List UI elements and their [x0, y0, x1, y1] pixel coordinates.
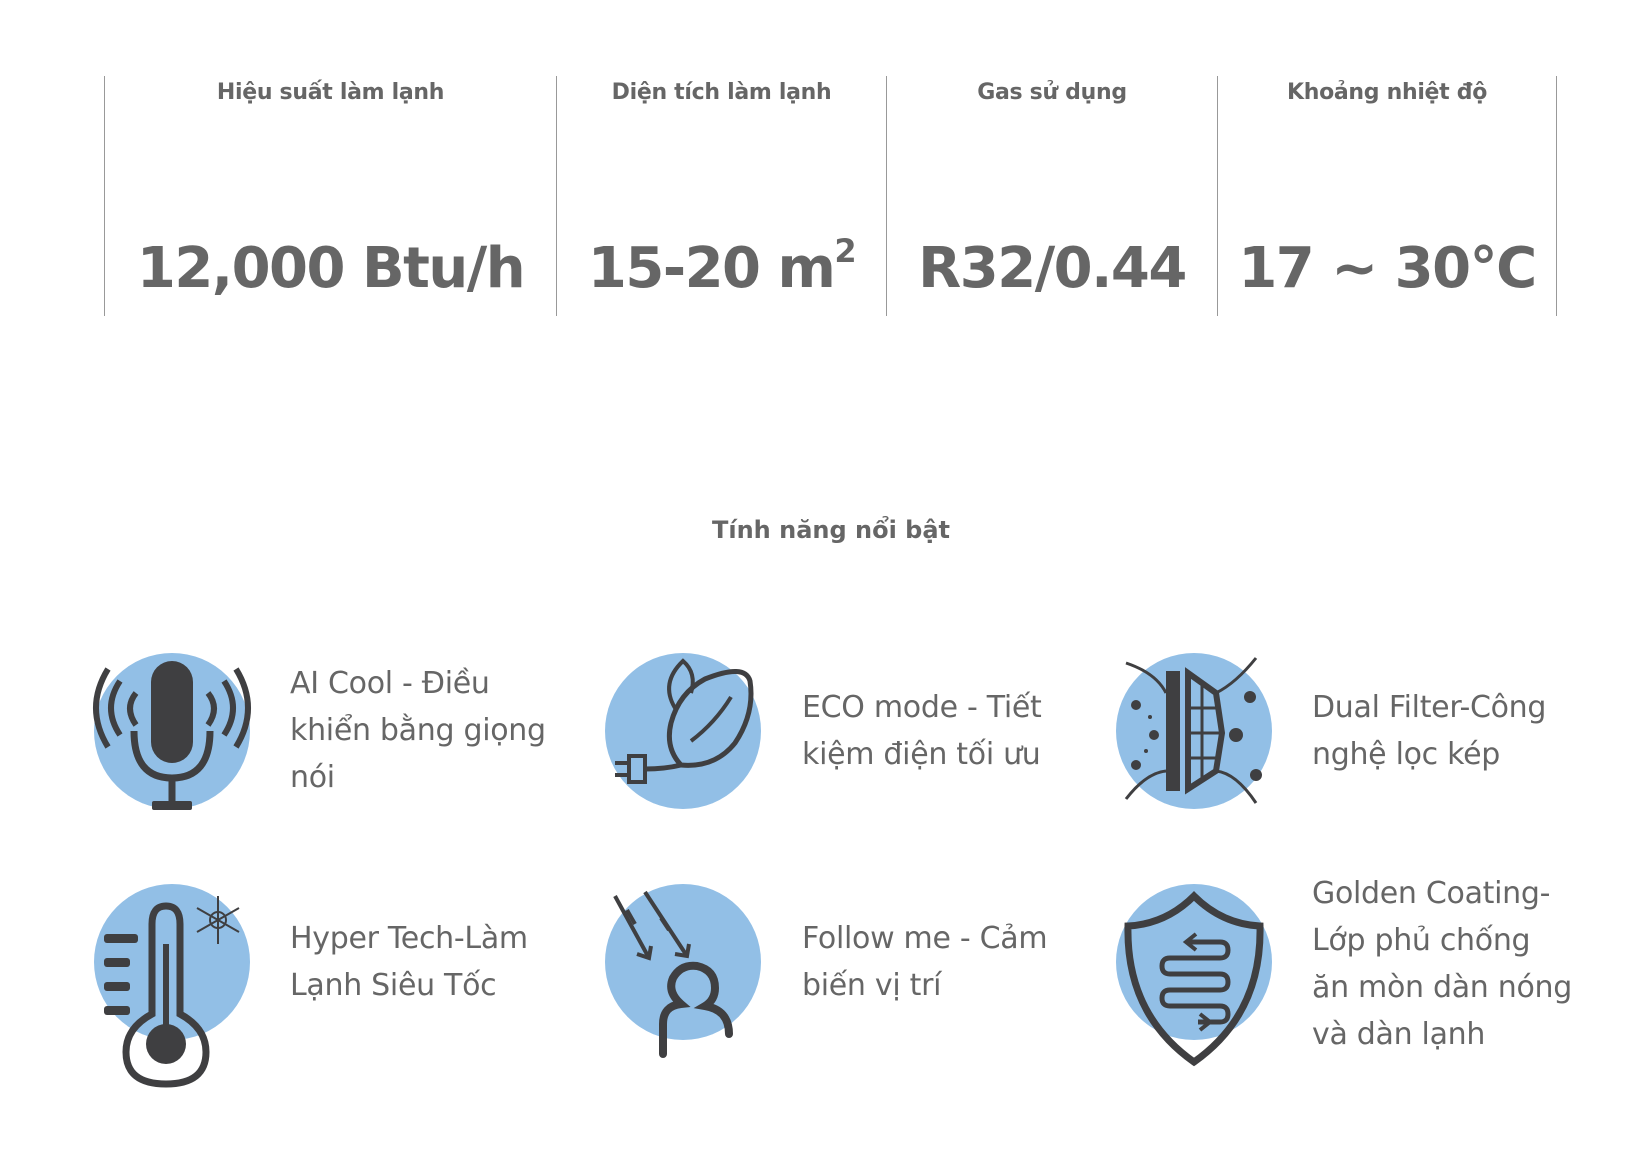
feature-text: ECO mode - Tiết kiệm điện tối ưu	[802, 690, 1042, 772]
divider	[1556, 76, 1557, 316]
microphone-icon	[93, 653, 251, 810]
spec-label: Hiệu suất làm lạnh	[216, 80, 445, 105]
spec-label: Gas sử dụng	[977, 80, 1127, 105]
divider	[1217, 76, 1218, 316]
spec-value: 17 ~ 30°C	[1238, 236, 1537, 301]
thermometer-snowflake-icon	[94, 884, 250, 1088]
dual-filter-icon	[1116, 653, 1272, 809]
feature-text: Hyper Tech-Làm Lạnh Siêu Tốc	[290, 921, 528, 1003]
section-title: Tính năng nổi bật	[711, 516, 951, 544]
feature-text: Follow me - Cảm biến vị trí	[802, 921, 1048, 1003]
spec-value-superscript: 2	[834, 232, 856, 270]
spec-value: 15-20 m2	[557, 232, 886, 301]
spec-value: 12,000 Btu/h	[136, 236, 526, 301]
divider	[886, 76, 887, 316]
spec-label: Khoảng nhiệt độ	[1286, 80, 1488, 105]
divider	[556, 76, 557, 316]
feature-text: Dual Filter-Công nghệ lọc kép	[1312, 690, 1547, 772]
divider	[104, 76, 105, 316]
person-follow-icon	[605, 884, 761, 1058]
spec-cooling-area: Diện tích làm lạnh 15-20 m2	[557, 76, 886, 316]
feature-text: Golden Coating-Lớp phủ chống ăn mòn dàn …	[1312, 876, 1572, 1052]
spec-temperature-range: Khoảng nhiệt độ 17 ~ 30°C	[1218, 76, 1556, 316]
spec-value-text: 15-20 m	[587, 236, 836, 301]
spec-gas: Gas sử dụng R32/0.44	[887, 76, 1217, 316]
leaf-plug-icon	[605, 653, 761, 809]
spec-label: Diện tích làm lạnh	[611, 80, 832, 105]
spec-cooling-capacity: Hiệu suất làm lạnh 12,000 Btu/h	[105, 76, 556, 316]
feature-text: AI Cool - Điều khiển bằng giọng nói	[290, 666, 546, 795]
shield-coil-icon	[1116, 884, 1272, 1067]
spec-value: R32/0.44	[918, 236, 1187, 301]
